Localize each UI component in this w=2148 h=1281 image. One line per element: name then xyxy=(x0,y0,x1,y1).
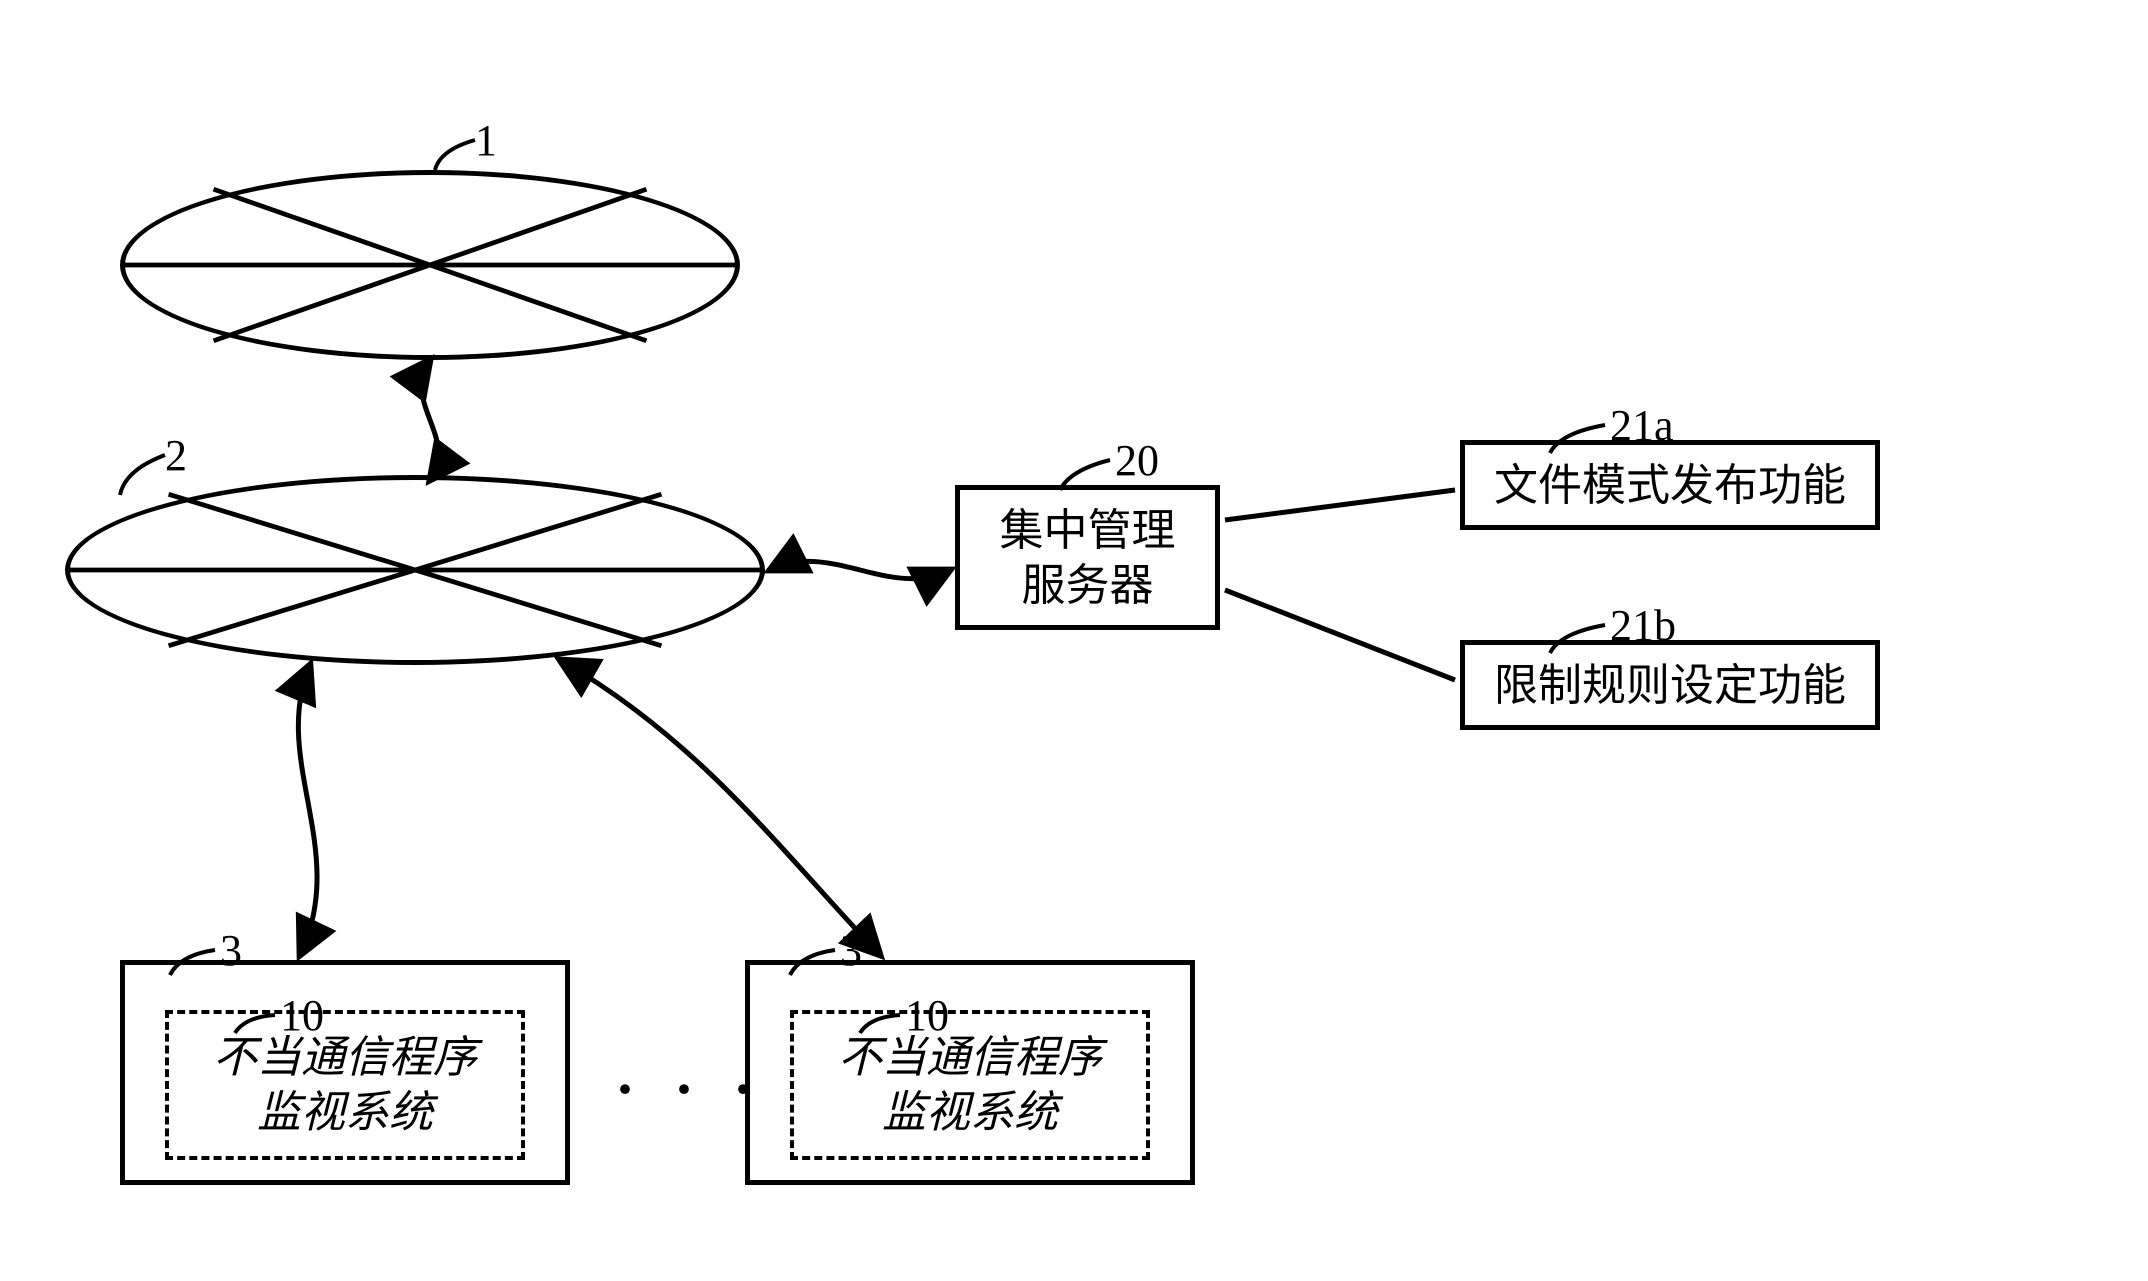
central-management-server-box: 集中管理 服务器 xyxy=(955,485,1220,630)
central-management-server-label: 集中管理 服务器 xyxy=(1000,503,1176,613)
network-ellipse-1 xyxy=(120,170,740,360)
restriction-rule-box: 限制规则设定功能 xyxy=(1460,640,1880,730)
conn-server-21b xyxy=(1225,590,1455,680)
file-mode-publish-box: 文件模式发布功能 xyxy=(1460,440,1880,530)
ref-20: 20 xyxy=(1115,435,1159,486)
network-ellipse-2 xyxy=(65,475,765,665)
conn-e2-server xyxy=(770,561,950,578)
ellipsis: · · · xyxy=(615,1055,765,1124)
ref-10a: 10 xyxy=(280,990,324,1041)
monitor-inner-box-a: 不当通信程序 监视系统 xyxy=(165,1010,525,1160)
ref-3b: 3 xyxy=(840,925,862,976)
diagram-canvas: 集中管理 服务器 文件模式发布功能 限制规则设定功能 不当通信程序 监视系统 不… xyxy=(0,0,2148,1281)
file-mode-publish-label: 文件模式发布功能 xyxy=(1494,458,1846,513)
ref-2: 2 xyxy=(165,430,187,481)
ref-21b: 21b xyxy=(1610,600,1676,651)
ref-3a: 3 xyxy=(220,925,242,976)
conn-server-21a xyxy=(1225,490,1455,520)
monitor-label-a: 不当通信程序 监视系统 xyxy=(213,1030,477,1140)
monitor-inner-box-b: 不当通信程序 监视系统 xyxy=(790,1010,1150,1160)
ref-21a: 21a xyxy=(1610,400,1674,451)
conn-e2-box-a xyxy=(298,665,317,955)
conn-e2-box-b xyxy=(560,660,880,955)
conn-e1-e2 xyxy=(421,360,438,480)
ref-1: 1 xyxy=(475,115,497,166)
restriction-rule-label: 限制规则设定功能 xyxy=(1494,658,1846,713)
callout-1 xyxy=(435,140,475,170)
ref-10b: 10 xyxy=(905,990,949,1041)
monitor-label-b: 不当通信程序 监视系统 xyxy=(838,1030,1102,1140)
